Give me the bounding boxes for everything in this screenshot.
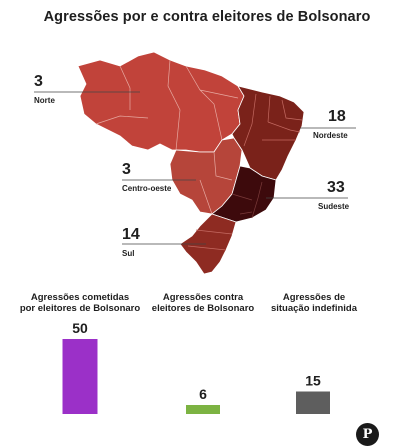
nordeste-value: 18 xyxy=(328,108,346,125)
bar-label-against: Agressões contra eleitores de Bolsonaro xyxy=(151,292,255,314)
nordeste-name: Nordeste xyxy=(313,131,348,140)
centro-oeste-name: Centro-oeste xyxy=(122,184,172,193)
bar-value-2: 6 xyxy=(199,386,207,402)
bar-3 xyxy=(296,391,330,414)
centro-oeste-value: 3 xyxy=(122,161,131,178)
norte-name: Norte xyxy=(34,96,55,105)
publisher-logo: P xyxy=(356,423,379,446)
sul-value: 14 xyxy=(122,226,140,243)
bar-value-1: 50 xyxy=(72,320,88,336)
region-norte-borders xyxy=(95,59,239,151)
bar-value-3: 15 xyxy=(305,373,321,389)
bar-2 xyxy=(186,405,220,414)
sudeste-value: 33 xyxy=(327,179,345,196)
norte-value: 3 xyxy=(34,73,43,90)
region-sul xyxy=(179,213,237,275)
region-nordeste-borders xyxy=(243,93,303,147)
bar-label-undefined: Agressões de situação indefinida xyxy=(270,292,358,314)
region-sul-borders xyxy=(187,229,233,251)
bar-1 xyxy=(62,339,98,414)
sudeste-name: Sudeste xyxy=(318,202,350,211)
region-sudeste xyxy=(211,165,277,223)
bar-label-by: Agressões cometidas por eleitores de Bol… xyxy=(19,292,141,314)
chart-title: Agressões por e contra eleitores de Bols… xyxy=(43,9,371,25)
sul-name: Sul xyxy=(122,249,135,258)
region-sudeste-borders xyxy=(231,181,263,219)
region-centro-oeste-borders xyxy=(199,151,233,215)
